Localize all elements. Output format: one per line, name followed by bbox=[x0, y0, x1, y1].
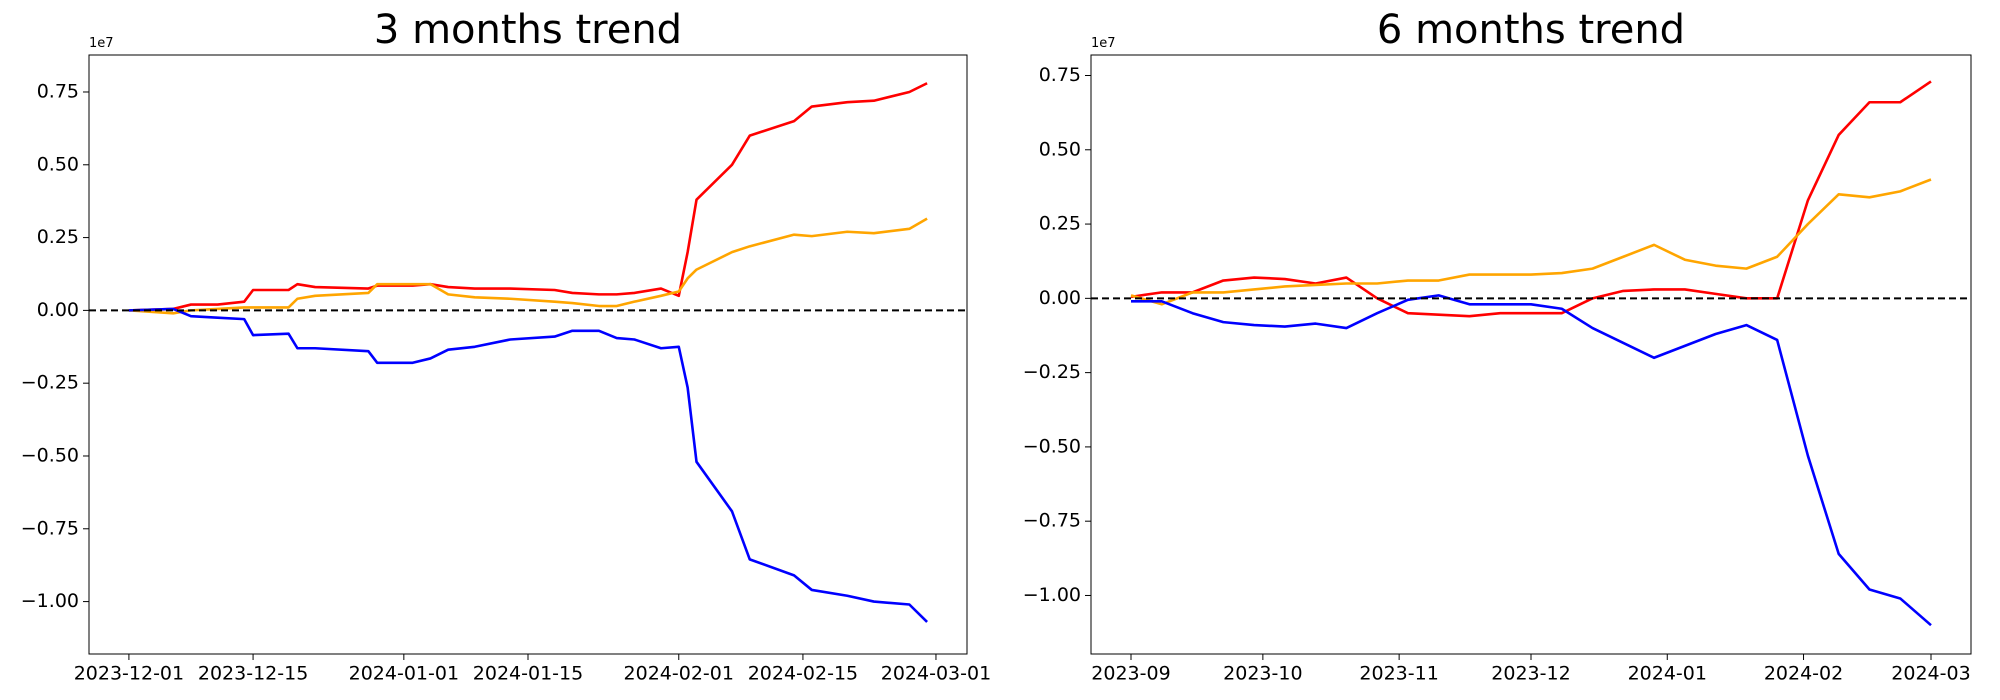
y-tick-label: −0.75 bbox=[21, 517, 79, 539]
x-tick-label: 2023-09 bbox=[1091, 663, 1170, 685]
x-tick-label: 2024-03-01 bbox=[881, 663, 991, 685]
axis-offset-label: 1e7 bbox=[89, 36, 114, 51]
y-tick-label: 0.75 bbox=[1039, 64, 1081, 86]
series-line bbox=[128, 217, 928, 315]
x-tick-label: 2023-12-01 bbox=[74, 663, 184, 685]
y-tick-label: 0.00 bbox=[37, 299, 79, 321]
x-tick-label: 2023-12 bbox=[1491, 663, 1570, 685]
y-tick-label: −0.50 bbox=[1023, 435, 1081, 457]
axis-offset-label: 1e7 bbox=[1091, 36, 1116, 51]
y-tick-label: 0.00 bbox=[1039, 287, 1081, 309]
y-tick-label: −0.50 bbox=[21, 444, 79, 466]
plot-frame bbox=[88, 54, 968, 655]
y-tick-label: 0.50 bbox=[1039, 138, 1081, 160]
x-tick-label: 2024-01-15 bbox=[473, 663, 583, 685]
x-tick-label: 2024-03 bbox=[1891, 663, 1970, 685]
x-tick-label: 2024-01 bbox=[1628, 663, 1707, 685]
x-tick-label: 2024-02-15 bbox=[748, 663, 858, 685]
x-tick-label: 2024-02-01 bbox=[624, 663, 734, 685]
chart-title: 3 months trend bbox=[374, 7, 682, 53]
x-tick-label: 2023-11 bbox=[1359, 663, 1438, 685]
x-tick-label: 2023-12-15 bbox=[198, 663, 308, 685]
y-tick-label: −0.25 bbox=[1023, 361, 1081, 383]
series-line bbox=[128, 307, 929, 623]
series-line bbox=[1131, 294, 1932, 627]
y-tick-label: 0.50 bbox=[37, 153, 79, 175]
series-line bbox=[128, 82, 928, 312]
series-line bbox=[1130, 80, 1932, 318]
y-tick-label: −0.75 bbox=[1023, 510, 1081, 532]
series-line bbox=[1130, 178, 1932, 306]
chart-title: 6 months trend bbox=[1377, 7, 1685, 53]
y-tick-label: −1.00 bbox=[21, 590, 79, 612]
y-tick-label: 0.25 bbox=[1039, 213, 1081, 235]
y-tick-label: 0.25 bbox=[37, 226, 79, 248]
x-tick-label: 2024-02 bbox=[1764, 663, 1843, 685]
x-tick-label: 2023-10 bbox=[1223, 663, 1302, 685]
y-tick-label: 0.75 bbox=[37, 80, 79, 102]
y-tick-label: −1.00 bbox=[1023, 584, 1081, 606]
plot-frame bbox=[1090, 54, 1972, 655]
x-tick-label: 2024-01-01 bbox=[349, 663, 459, 685]
y-tick-label: −0.25 bbox=[21, 372, 79, 394]
